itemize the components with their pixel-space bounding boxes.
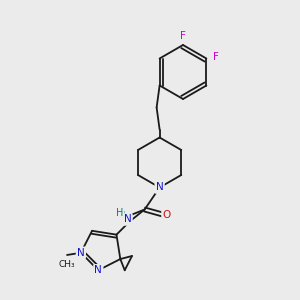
Text: F: F (213, 52, 219, 61)
Text: H: H (118, 211, 125, 220)
Text: CH₃: CH₃ (59, 260, 75, 269)
Text: N: N (156, 182, 164, 193)
Text: N: N (94, 265, 102, 275)
Text: H: H (116, 208, 123, 218)
Text: N: N (77, 248, 85, 258)
Text: N: N (124, 214, 131, 224)
Text: F: F (180, 31, 186, 41)
Text: O: O (163, 209, 171, 220)
